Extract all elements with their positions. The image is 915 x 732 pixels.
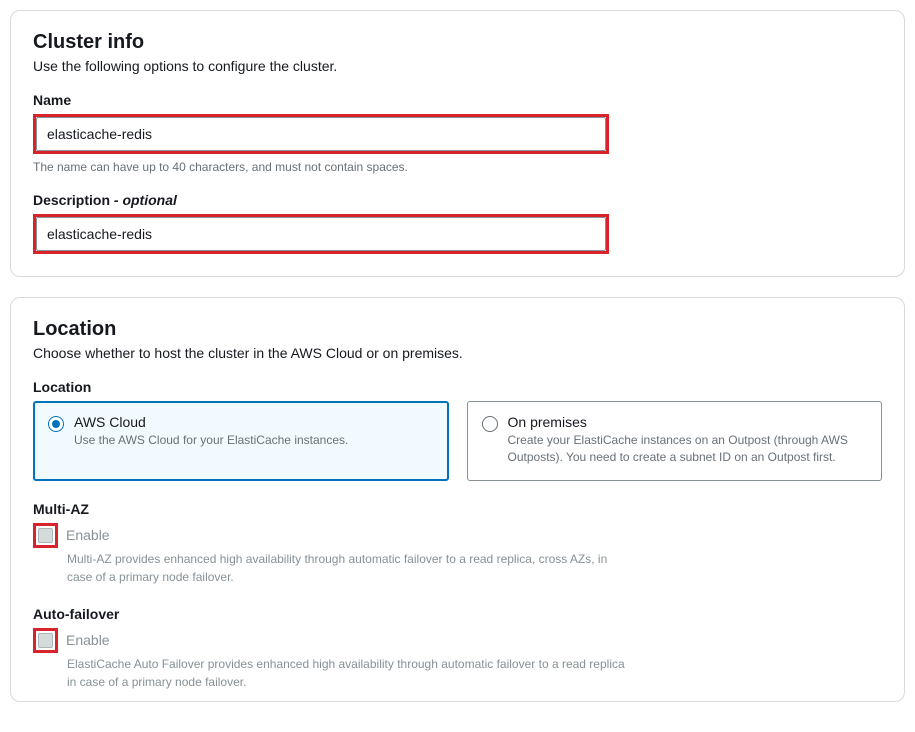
description-label: Description - optional bbox=[33, 192, 882, 208]
radio-on-premises-title: On premises bbox=[508, 414, 868, 430]
name-input[interactable] bbox=[36, 117, 606, 151]
radio-aws-cloud-desc: Use the AWS Cloud for your ElastiCache i… bbox=[74, 432, 348, 449]
radio-aws-cloud[interactable]: AWS Cloud Use the AWS Cloud for your Ela… bbox=[33, 401, 449, 481]
location-title: Location bbox=[33, 318, 882, 341]
auto-failover-heading: Auto-failover bbox=[33, 606, 882, 622]
radio-body: AWS Cloud Use the AWS Cloud for your Ela… bbox=[74, 414, 348, 466]
radio-on-premises[interactable]: On premises Create your ElastiCache inst… bbox=[467, 401, 883, 481]
cluster-info-title: Cluster info bbox=[33, 31, 882, 54]
auto-failover-desc: ElastiCache Auto Failover provides enhan… bbox=[67, 655, 627, 691]
multi-az-highlight bbox=[33, 523, 58, 548]
description-field-block: Description - optional bbox=[33, 192, 882, 254]
location-field-label: Location bbox=[33, 379, 882, 395]
multi-az-section: Multi-AZ Enable Multi-AZ provides enhanc… bbox=[33, 501, 882, 586]
multi-az-desc: Multi-AZ provides enhanced high availabi… bbox=[67, 550, 627, 586]
name-label: Name bbox=[33, 92, 882, 108]
radio-body: On premises Create your ElastiCache inst… bbox=[508, 414, 868, 466]
description-input[interactable] bbox=[36, 217, 606, 251]
multi-az-row: Enable bbox=[33, 523, 882, 548]
location-panel: Location Choose whether to host the clus… bbox=[10, 297, 905, 702]
name-highlight bbox=[33, 114, 609, 154]
radio-icon bbox=[48, 416, 64, 432]
cluster-info-panel: Cluster info Use the following options t… bbox=[10, 10, 905, 277]
description-highlight bbox=[33, 214, 609, 254]
auto-failover-row: Enable bbox=[33, 628, 882, 653]
multi-az-checkbox[interactable] bbox=[38, 528, 53, 543]
description-label-text: Description bbox=[33, 192, 110, 208]
name-hint: The name can have up to 40 characters, a… bbox=[33, 160, 882, 174]
radio-on-premises-desc: Create your ElastiCache instances on an … bbox=[508, 432, 868, 466]
auto-failover-label: Enable bbox=[66, 631, 110, 649]
multi-az-label: Enable bbox=[66, 526, 110, 544]
auto-failover-highlight bbox=[33, 628, 58, 653]
location-radio-group: AWS Cloud Use the AWS Cloud for your Ela… bbox=[33, 401, 882, 481]
cluster-info-subtitle: Use the following options to configure t… bbox=[33, 58, 882, 74]
radio-icon bbox=[482, 416, 498, 432]
location-subtitle: Choose whether to host the cluster in th… bbox=[33, 345, 882, 361]
auto-failover-section: Auto-failover Enable ElastiCache Auto Fa… bbox=[33, 606, 882, 691]
radio-aws-cloud-title: AWS Cloud bbox=[74, 414, 348, 430]
multi-az-heading: Multi-AZ bbox=[33, 501, 882, 517]
description-optional: - optional bbox=[110, 192, 177, 208]
name-field-block: Name The name can have up to 40 characte… bbox=[33, 92, 882, 174]
auto-failover-checkbox[interactable] bbox=[38, 633, 53, 648]
